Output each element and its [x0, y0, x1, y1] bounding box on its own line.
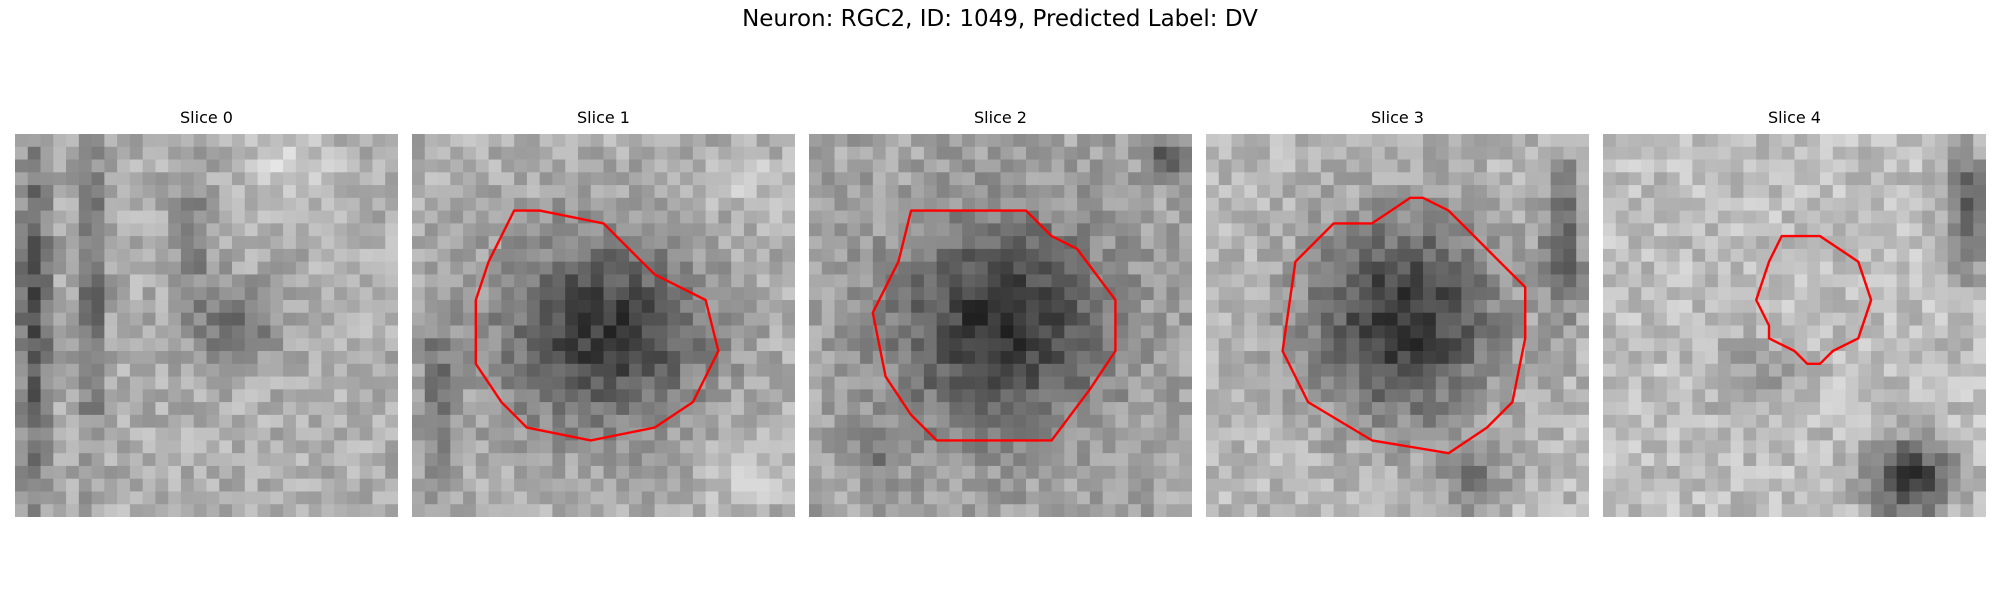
slice-4-image	[1603, 134, 1986, 517]
figure-suptitle: Neuron: RGC2, ID: 1049, Predicted Label:…	[742, 6, 1258, 32]
soma-contour	[1754, 234, 1873, 366]
slice-3-image	[1206, 134, 1589, 517]
slice-2-canvas	[809, 134, 1192, 517]
slice-1-image	[412, 134, 795, 517]
soma-contour	[1281, 196, 1527, 455]
slice-4-title: Slice 4	[1768, 108, 1821, 127]
slice-1-canvas	[412, 134, 795, 517]
slice-0-canvas	[15, 134, 398, 517]
soma-contour	[871, 209, 1117, 442]
slice-4-canvas	[1603, 134, 1986, 517]
slice-2-image	[809, 134, 1192, 517]
slice-3-canvas	[1206, 134, 1589, 517]
soma-contour	[474, 209, 720, 442]
slice-0-image	[15, 134, 398, 517]
slice-1-title: Slice 1	[577, 108, 630, 127]
slice-2-title: Slice 2	[974, 108, 1027, 127]
slice-0-title: Slice 0	[180, 108, 233, 127]
slice-3-title: Slice 3	[1371, 108, 1424, 127]
